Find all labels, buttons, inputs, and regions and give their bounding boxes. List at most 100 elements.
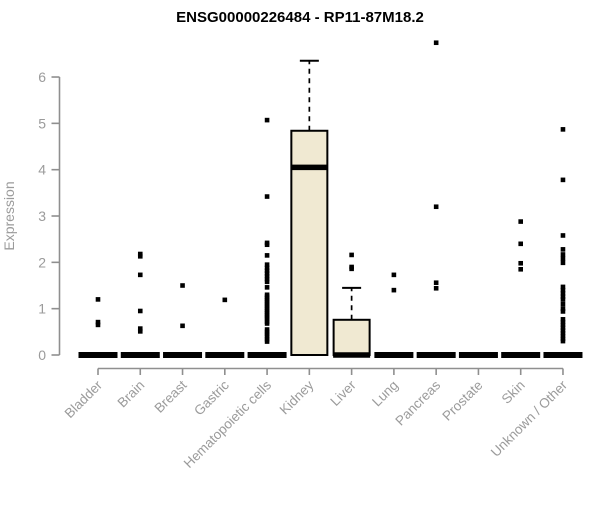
outlier-point-skin: [518, 260, 523, 266]
outlier-point-unknown-other: [560, 328, 566, 333]
x-tick-label: Pancreas: [392, 377, 443, 428]
median-line-kidney: [290, 164, 328, 171]
outlier-point-unknown-other: [560, 336, 566, 342]
outlier-point-hematopoietic-cells: [264, 334, 270, 339]
zero-bar-skin: [501, 352, 541, 358]
outlier-point-hematopoietic-cells: [264, 262, 270, 267]
outlier-point-skin: [518, 241, 523, 247]
outlier-point-unknown-other: [560, 301, 566, 307]
zero-bar-gastric: [205, 352, 245, 358]
outlier-point-brain: [137, 272, 143, 278]
outlier-point-hematopoietic-cells: [264, 329, 270, 335]
box-liver: [332, 318, 371, 357]
outlier-point-unknown-other: [560, 177, 566, 183]
outlier-point-unknown-other: [560, 317, 566, 322]
zero-bar-unknown-other: [543, 352, 583, 358]
zero-bar-prostate: [458, 352, 498, 358]
outlier-point-unknown-other: [560, 127, 566, 132]
outlier-point-hematopoietic-cells: [264, 316, 270, 322]
x-tick-label: Unknown / Other: [488, 377, 571, 460]
outlier-point-unknown-other: [560, 291, 566, 296]
outlier-point-breast: [180, 283, 185, 288]
outlier-point-pancreas: [433, 280, 439, 286]
y-tick-label: 2: [38, 254, 46, 270]
outlier-point-hematopoietic-cells: [264, 242, 270, 248]
outlier-point-bladder: [95, 297, 101, 302]
outlier-point-brain: [137, 326, 143, 331]
y-tick-label: 5: [38, 115, 46, 131]
outlier-point-hematopoietic-cells: [264, 194, 270, 199]
x-tick-label: Lung: [369, 378, 401, 410]
outlier-point-unknown-other: [560, 233, 566, 238]
zero-bar-hematopoietic-cells: [247, 352, 287, 358]
outlier-point-hematopoietic-cells: [264, 336, 270, 342]
outlier-point-liver: [349, 252, 354, 258]
outlier-point-unknown-other: [560, 247, 566, 252]
outlier-point-unknown-other: [560, 309, 566, 314]
x-tick-label: Bladder: [62, 377, 106, 421]
outlier-point-bladder: [95, 319, 101, 325]
outlier-point-brain: [137, 254, 143, 259]
outlier-point-unknown-other: [560, 322, 566, 328]
chart-title: ENSG00000226484 - RP11-87M18.2: [176, 9, 424, 26]
outlier-point-hematopoietic-cells: [264, 276, 270, 282]
outlier-point-hematopoietic-cells: [264, 285, 270, 290]
outlier-point-unknown-other: [560, 306, 566, 311]
y-tick-label: 6: [38, 69, 46, 85]
outlier-point-hematopoietic-cells: [264, 339, 270, 344]
outlier-point-gastric: [222, 297, 228, 303]
zero-bar-pancreas: [416, 352, 456, 358]
outlier-point-hematopoietic-cells: [264, 273, 270, 279]
outlier-point-hematopoietic-cells: [264, 117, 270, 123]
outlier-point-hematopoietic-cells: [264, 327, 270, 332]
outlier-point-unknown-other: [560, 338, 566, 344]
outlier-point-unknown-other: [560, 330, 566, 336]
outlier-point-hematopoietic-cells: [264, 331, 270, 337]
outlier-point-hematopoietic-cells: [264, 271, 270, 276]
y-tick-label: 3: [38, 208, 46, 224]
zero-bar-lung: [374, 352, 414, 358]
box-kidney: [290, 129, 329, 356]
outlier-point-liver: [349, 266, 354, 272]
outlier-point-hematopoietic-cells: [264, 265, 270, 271]
x-tick-label: Brain: [114, 378, 147, 411]
outlier-point-breast: [180, 323, 185, 329]
outlier-point-brain: [137, 308, 143, 314]
outlier-point-unknown-other: [560, 260, 566, 266]
outlier-point-bladder: [95, 322, 101, 328]
outlier-point-pancreas: [433, 204, 439, 210]
outlier-point-unknown-other: [560, 284, 566, 290]
x-tick-label: Liver: [327, 377, 359, 409]
outlier-point-hematopoietic-cells: [264, 268, 270, 273]
outlier-point-unknown-other: [560, 333, 566, 339]
outlier-point-unknown-other: [560, 287, 566, 293]
outlier-point-unknown-other: [560, 256, 566, 261]
outlier-point-pancreas: [433, 285, 439, 291]
outlier-point-unknown-other: [560, 294, 566, 299]
outlier-point-brain: [137, 329, 143, 334]
x-tick-label: Skin: [499, 378, 528, 407]
x-tick-label: Prostate: [439, 378, 485, 424]
median-line-liver: [333, 352, 371, 358]
outlier-point-brain: [137, 251, 143, 257]
zero-bar-bladder: [78, 352, 118, 358]
y-tick-label: 0: [38, 347, 46, 363]
y-tick-label: 4: [38, 162, 46, 178]
outlier-point-hematopoietic-cells: [264, 279, 270, 285]
outlier-point-skin: [518, 219, 523, 224]
y-tick-label: 1: [38, 301, 46, 317]
y-axis-label: Expression: [1, 181, 17, 250]
x-tick-label: Breast: [151, 377, 189, 415]
outlier-point-unknown-other: [560, 325, 566, 330]
outlier-point-lung: [391, 272, 397, 278]
x-tick-label: Gastric: [191, 377, 232, 418]
outlier-point-unknown-other: [560, 319, 566, 325]
outlier-point-hematopoietic-cells: [264, 321, 270, 326]
outlier-point-hematopoietic-cells: [264, 253, 270, 258]
zero-bar-breast: [163, 352, 203, 358]
outlier-point-skin: [518, 266, 523, 272]
x-tick-label: Kidney: [277, 377, 317, 417]
